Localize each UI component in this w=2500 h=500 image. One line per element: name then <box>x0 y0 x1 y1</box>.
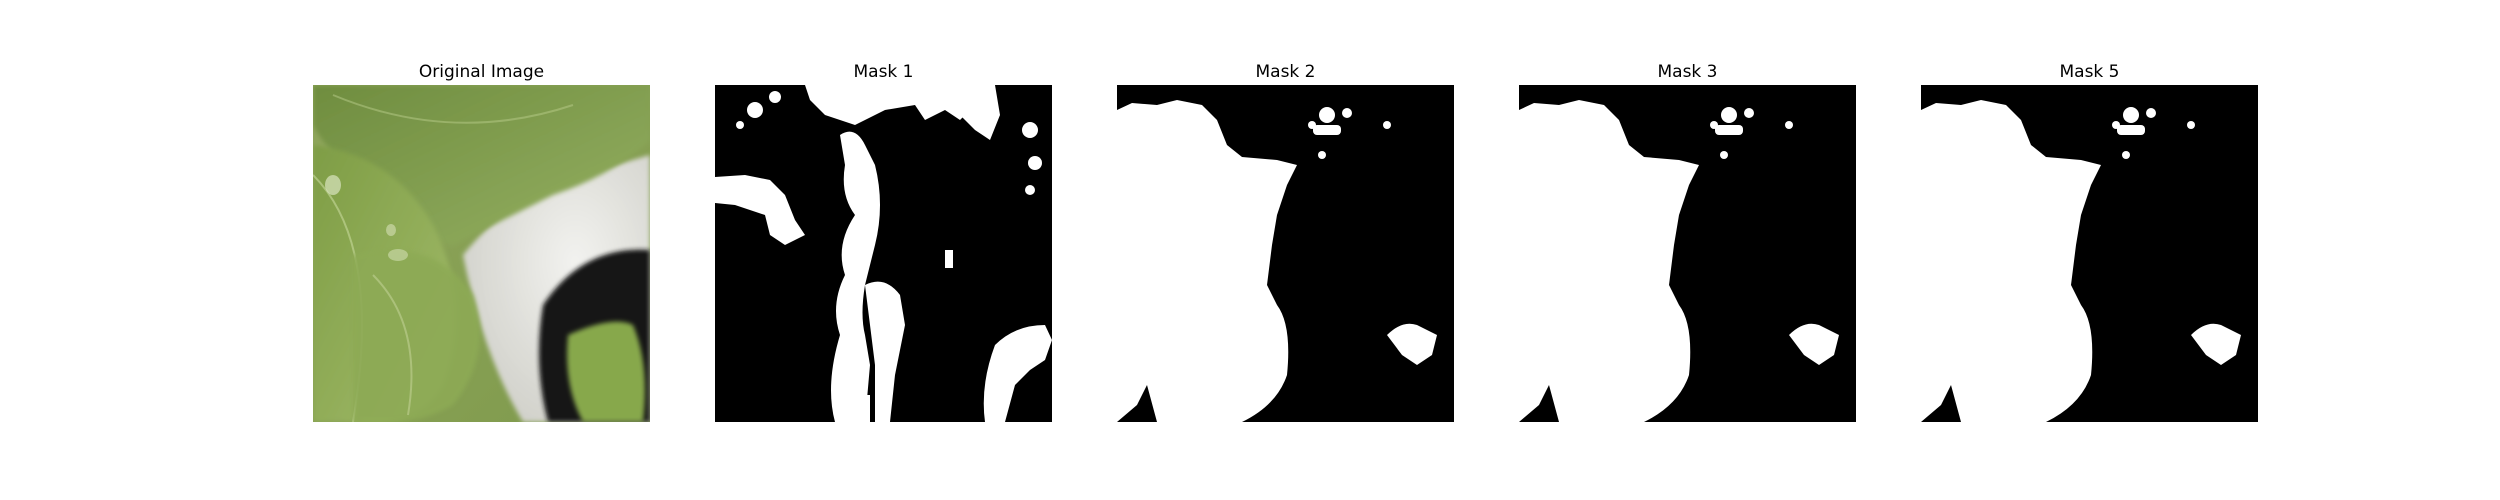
panel-title: Original Image <box>418 62 545 82</box>
panel-mask-3: Mask 3 <box>1519 60 1856 422</box>
panel-mask-1: Mask 1 <box>715 60 1052 422</box>
panel-title: Mask 2 <box>1255 62 1316 82</box>
panel-mask-5: Mask 5 <box>1921 60 2258 422</box>
mask-3-image <box>1519 85 1856 422</box>
mask-1-image <box>715 85 1052 422</box>
original-image <box>313 85 650 422</box>
panel-title: Mask 1 <box>853 62 914 82</box>
panel-mask-2: Mask 2 <box>1117 60 1454 422</box>
panel-title: Mask 5 <box>2059 62 2120 82</box>
panel-original: Original Image <box>313 60 650 422</box>
mask-2-image <box>1117 85 1454 422</box>
panel-title: Mask 3 <box>1657 62 1718 82</box>
mask-5-image <box>1921 85 2258 422</box>
